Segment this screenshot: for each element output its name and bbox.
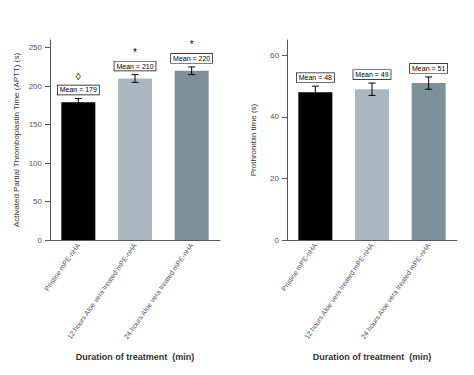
svg-text:Mean = 210: Mean = 210 <box>116 63 153 70</box>
svg-text:40: 40 <box>270 112 279 121</box>
svg-text:24 hours Aloe vera treated mPE: 24 hours Aloe vera treated mPE-nHA <box>123 242 195 341</box>
svg-text:Pristine mPE-nHA: Pristine mPE-nHA <box>280 242 318 292</box>
svg-text:◊: ◊ <box>76 71 81 82</box>
svg-text:*: * <box>190 39 194 50</box>
svg-text:Prothrombin time (s): Prothrombin time (s) <box>249 103 258 176</box>
svg-text:Activated Partial Thromboplast: Activated Partial Thromboplastin Time (A… <box>12 53 21 227</box>
svg-text:0: 0 <box>38 236 43 245</box>
svg-text:0: 0 <box>275 236 280 245</box>
svg-text:20: 20 <box>270 174 279 183</box>
svg-text:*: * <box>133 47 137 58</box>
svg-text:200: 200 <box>29 82 43 91</box>
svg-text:50: 50 <box>33 197 42 206</box>
svg-text:100: 100 <box>29 159 43 168</box>
svg-text:24 hours Aloe vera treated mPE: 24 hours Aloe vera treated mPE-nHA <box>360 242 432 341</box>
svg-text:12 hours Aloe vera treated mPE: 12 hours Aloe vera treated mPE-nHA <box>66 242 138 341</box>
svg-text:250: 250 <box>29 43 43 52</box>
svg-text:Mean = 51: Mean = 51 <box>412 65 445 72</box>
svg-text:Mean = 179: Mean = 179 <box>60 86 97 93</box>
svg-text:Duration of treatment (min): Duration of treatment (min) <box>76 352 195 362</box>
svg-text:Mean = 220: Mean = 220 <box>173 55 210 62</box>
svg-text:Mean = 49: Mean = 49 <box>355 71 388 78</box>
svg-text:Mean = 48: Mean = 48 <box>299 74 332 81</box>
svg-text:Pristine mPE-nHA: Pristine mPE-nHA <box>43 242 81 292</box>
svg-text:12 hours Aloe vera treated mPE: 12 hours Aloe vera treated mPE-nHA <box>303 242 375 341</box>
svg-text:150: 150 <box>29 120 43 129</box>
svg-text:60: 60 <box>270 51 279 60</box>
svg-text:Duration of treatment (min): Duration of treatment (min) <box>313 352 432 362</box>
